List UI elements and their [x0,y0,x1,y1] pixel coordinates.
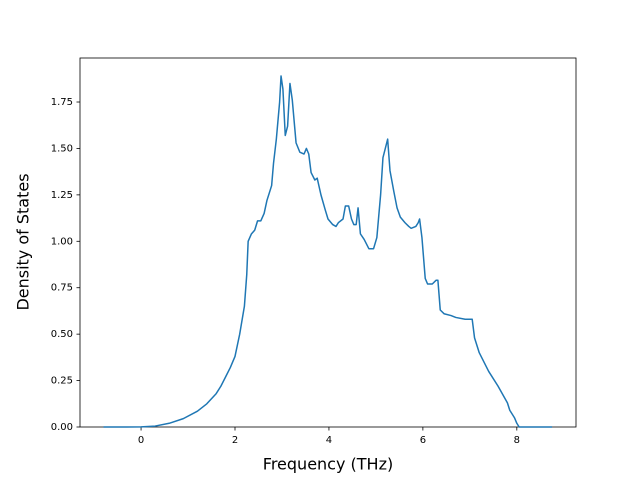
y-tick-label: 0.00 [51,422,73,433]
x-tick-label: 6 [420,435,426,446]
data-line [103,75,553,428]
y-tick-label: 1.00 [51,236,73,247]
y-tick-label: 1.25 [51,190,73,201]
y-tick-label: 1.50 [51,143,73,154]
x-tick-label: 2 [232,435,238,446]
plot-frame [79,57,577,428]
y-tick-label: 0.50 [51,329,73,340]
x-tick-label: 4 [326,435,332,446]
y-tick-label: 1.75 [51,97,73,108]
x-tick-label: 8 [514,435,520,446]
y-axis-title: Density of States [14,173,33,310]
x-tick-label: 0 [138,435,144,446]
y-tick-label: 0.25 [51,376,73,387]
x-axis-title: Frequency (THz) [263,455,393,474]
y-tick-label: 0.75 [51,283,73,294]
